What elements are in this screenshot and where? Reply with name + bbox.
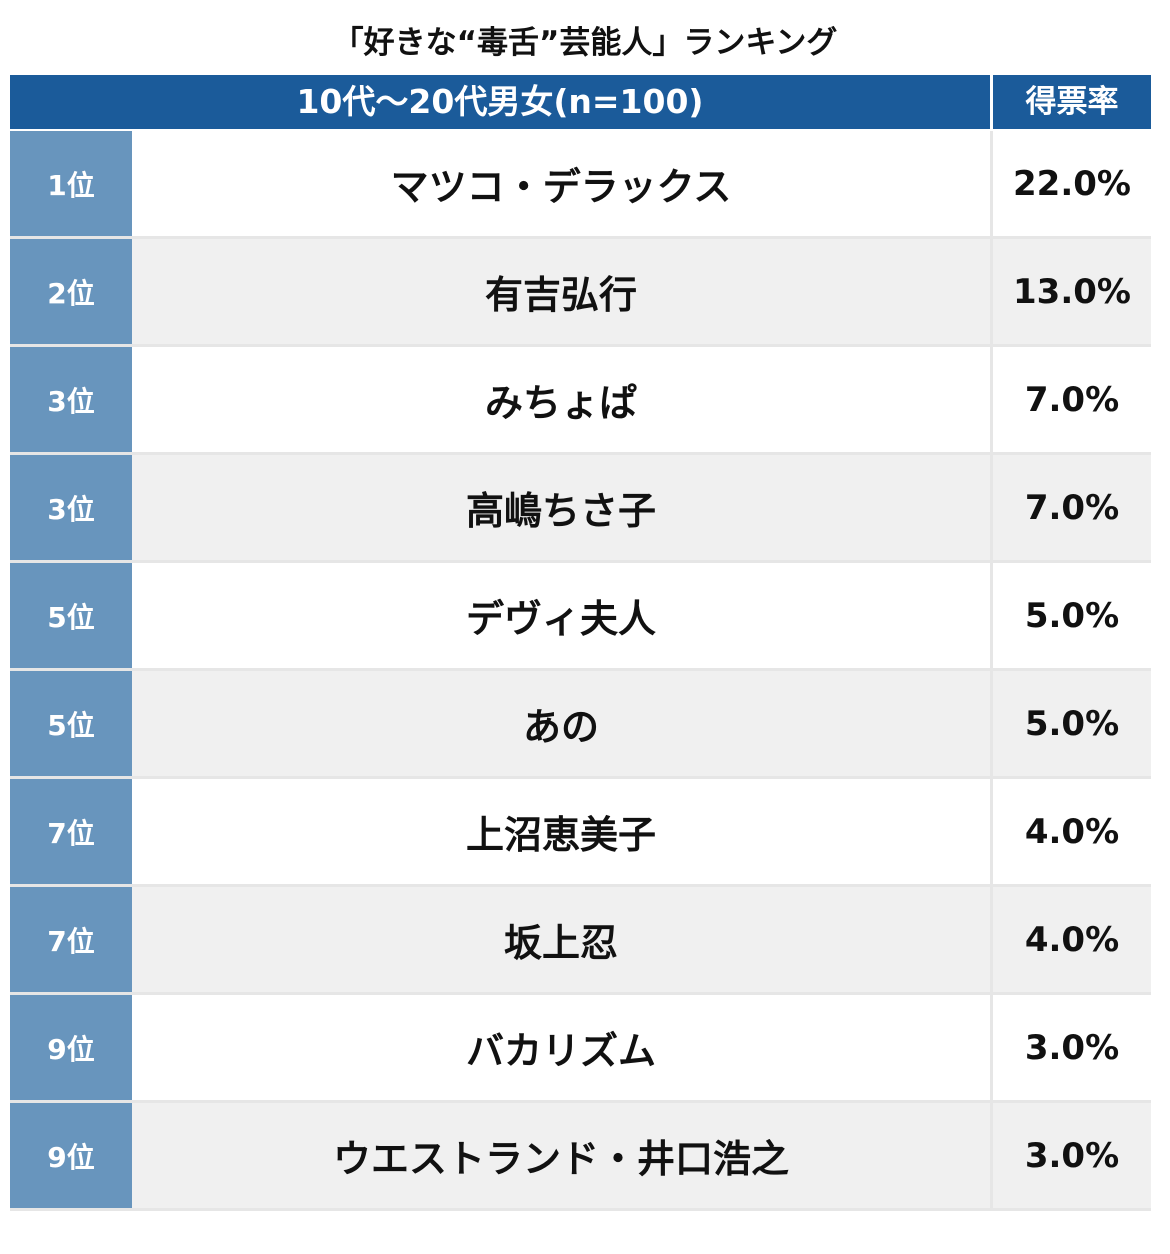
rank-cell: 9位 [10, 995, 132, 1100]
rank-cell: 7位 [10, 779, 132, 884]
header-rate-label: 得票率 [1025, 84, 1119, 120]
column-divider [990, 1103, 993, 1208]
column-divider [990, 239, 993, 344]
header-divider [990, 75, 993, 129]
ranking-table: 10代〜20代男女(n=100) 得票率 1位 マツコ・デラックス 22.0% 2位 有… [10, 75, 1151, 1211]
table-row: 9位 ウエストランド・井口浩之 3.0% [10, 1103, 1151, 1211]
column-divider [990, 671, 993, 776]
table-row: 3位 高嶋ちさ子 7.0% [10, 455, 1151, 563]
column-divider [990, 347, 993, 452]
name-cell: マツコ・デラックス [390, 165, 732, 209]
rate-cell: 7.0% [1024, 379, 1120, 420]
rank-cell: 7位 [10, 887, 132, 992]
name-cell: 坂上忍 [503, 921, 618, 965]
header-group-label: 10代〜20代男女(n=100) [296, 82, 704, 121]
rank-cell: 5位 [10, 563, 132, 668]
table-row: 3位 みちょぱ 7.0% [10, 347, 1151, 455]
rate-cell: 3.0% [1024, 1027, 1120, 1068]
table-header: 10代〜20代男女(n=100) 得票率 [10, 75, 1151, 131]
rate-cell: 5.0% [1024, 595, 1120, 636]
rank-cell: 3位 [10, 455, 132, 560]
name-cell: みちょぱ [484, 381, 637, 425]
name-cell: デヴィ夫人 [465, 597, 656, 641]
column-divider [990, 887, 993, 992]
chart-title: 「好きな“毒舌”芸能人」ランキング [332, 25, 838, 61]
column-divider [990, 563, 993, 668]
rank-cell: 3位 [10, 347, 132, 452]
rate-cell: 3.0% [1024, 1135, 1120, 1176]
rate-cell: 5.0% [1024, 703, 1120, 744]
rate-cell: 13.0% [1013, 271, 1131, 312]
name-cell: バカリズム [465, 1029, 656, 1073]
table-row: 5位 デヴィ夫人 5.0% [10, 563, 1151, 671]
table-row: 1位 マツコ・デラックス 22.0% [10, 131, 1151, 239]
rank-cell: 5位 [10, 671, 132, 776]
name-cell: ウエストランド・井口浩之 [332, 1137, 789, 1181]
column-divider [990, 455, 993, 560]
column-divider [990, 995, 993, 1100]
rate-cell: 4.0% [1024, 811, 1120, 852]
rate-cell: 4.0% [1024, 919, 1120, 960]
table-body: 1位 マツコ・デラックス 22.0% 2位 有吉弘行 13.0% 3位 みちょぱ 7.0% 3位高… [10, 131, 1151, 1211]
table-row: 7位 坂上忍 4.0% [10, 887, 1151, 995]
table-row: 7位 上沼恵美子 4.0% [10, 779, 1151, 887]
column-divider [990, 131, 993, 236]
rate-cell: 22.0% [1013, 163, 1131, 204]
table-row: 5位 あの 5.0% [10, 671, 1151, 779]
column-divider [990, 779, 993, 884]
table-row: 2位 有吉弘行 13.0% [10, 239, 1151, 347]
name-cell: 高嶋ちさ子 [465, 489, 656, 533]
rate-cell: 7.0% [1024, 487, 1120, 528]
table-row: 9位 バカリズム 3.0% [10, 995, 1151, 1103]
rank-cell: 2位 [10, 239, 132, 344]
rank-cell: 1位 [10, 131, 132, 236]
name-cell: あの [522, 705, 599, 749]
rank-cell: 9位 [10, 1103, 132, 1208]
name-cell: 有吉弘行 [484, 273, 637, 317]
name-cell: 上沼恵美子 [465, 813, 656, 857]
